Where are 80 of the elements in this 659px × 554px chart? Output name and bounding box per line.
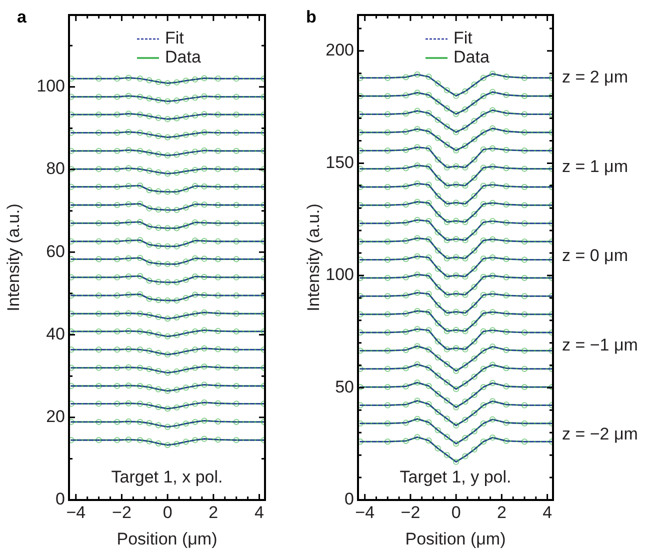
x-tick-label: 2 <box>208 502 218 522</box>
point <box>182 384 190 391</box>
y-tick-label: 0 <box>56 490 65 509</box>
point <box>434 98 441 105</box>
x-tick-label: 2 <box>496 502 506 522</box>
point <box>462 416 468 423</box>
point <box>444 123 450 130</box>
point <box>426 92 432 98</box>
y-tick-label: 80 <box>46 159 65 178</box>
legend-label: Data <box>165 48 202 67</box>
point <box>136 218 144 226</box>
point <box>201 93 208 100</box>
point <box>136 254 144 262</box>
point <box>182 420 190 427</box>
point <box>462 380 468 387</box>
point <box>182 240 190 247</box>
point <box>434 116 441 123</box>
x-tick-label: −4 <box>66 502 86 522</box>
y-tick-label: 60 <box>46 242 65 261</box>
text: z = 1 μm <box>562 156 628 176</box>
point <box>471 100 478 106</box>
y-tick-label: 0 <box>344 490 354 509</box>
x-axis-title: Position (μm) <box>405 529 506 548</box>
point <box>426 308 432 316</box>
point <box>444 452 450 458</box>
point <box>182 294 190 302</box>
x-tick-label: 4 <box>542 502 552 522</box>
point <box>426 163 432 170</box>
y-tick-label: 50 <box>335 377 354 396</box>
point <box>452 218 460 224</box>
point <box>182 312 190 318</box>
legend-label: Data <box>454 48 490 67</box>
x-axis-title: Position (μm) <box>116 529 218 548</box>
x-tick-label: 0 <box>451 502 461 522</box>
y-axis-title: Intensity (a.u.) <box>304 204 323 312</box>
point <box>182 186 190 192</box>
point <box>489 88 496 96</box>
x-tick-label: −4 <box>355 502 375 522</box>
point <box>426 218 432 224</box>
point <box>434 80 441 87</box>
chart-title: a <box>17 8 27 27</box>
point <box>444 397 450 404</box>
chart-title: b <box>306 8 316 27</box>
point <box>444 105 450 112</box>
point <box>426 110 432 116</box>
annotation: Target 1, y pol. <box>400 468 512 487</box>
text: z = −1 μm <box>562 335 638 354</box>
point <box>489 125 496 132</box>
legend-label: Fit <box>165 28 184 48</box>
point <box>480 182 487 189</box>
point <box>434 134 441 142</box>
legend-label: Fit <box>454 28 473 48</box>
point <box>452 386 460 392</box>
text: z = −2 μm <box>562 424 638 444</box>
text: z = 2 μm <box>562 68 628 87</box>
y-tick-label: 100 <box>36 76 65 96</box>
point <box>426 272 432 279</box>
point <box>480 328 487 334</box>
y-tick-label: 100 <box>326 265 354 284</box>
annotation: Target 1, x pol. <box>111 468 223 487</box>
y-tick-label: 20 <box>46 407 65 426</box>
y-tick-label: 150 <box>326 152 354 172</box>
point <box>182 258 190 265</box>
point <box>182 276 190 283</box>
point <box>182 204 190 211</box>
x-tick-label: 0 <box>162 502 172 522</box>
x-tick-label: −2 <box>400 502 420 522</box>
x-tick-label: −2 <box>112 502 132 522</box>
y-axis-title: Intensity (a.u.) <box>4 204 23 312</box>
y-tick-label: 40 <box>46 324 65 344</box>
point <box>444 87 450 94</box>
point <box>480 111 487 118</box>
point <box>182 402 190 408</box>
point <box>462 434 468 442</box>
text: z = 0 μm <box>562 246 628 266</box>
point <box>444 142 450 148</box>
point <box>182 222 190 229</box>
x-tick-label: 4 <box>254 502 264 522</box>
y-tick-label: 200 <box>326 40 354 60</box>
point <box>182 330 190 336</box>
